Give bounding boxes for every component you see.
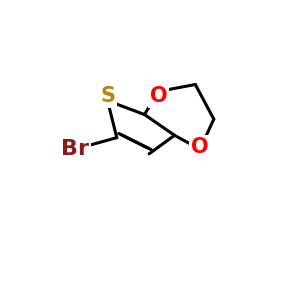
Text: S: S: [100, 86, 115, 106]
Text: O: O: [150, 86, 167, 106]
Text: O: O: [191, 137, 209, 157]
Text: Br: Br: [61, 139, 89, 159]
